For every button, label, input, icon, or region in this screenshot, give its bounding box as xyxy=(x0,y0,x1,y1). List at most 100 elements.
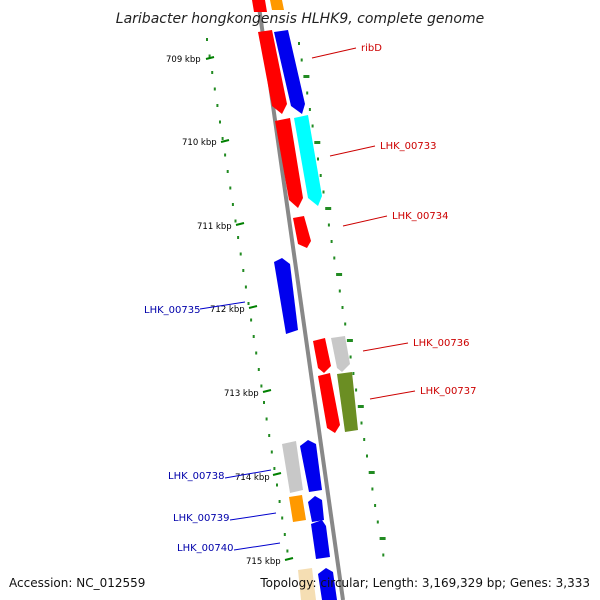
gc-dot xyxy=(226,170,229,173)
gc-dot xyxy=(260,384,263,388)
gc-dot xyxy=(255,351,258,355)
gene-label-LHK_00737[interactable]: LHK_00737 xyxy=(420,386,476,397)
leader-line-LHK_00740 xyxy=(233,542,281,551)
gc-dot xyxy=(283,533,286,536)
gene-arrow-bottom-beige[interactable] xyxy=(298,568,316,600)
gene-arrow-LHK_00734[interactable] xyxy=(293,216,311,248)
gc-dot xyxy=(239,252,242,256)
gene-arrow-LHK_00737-red[interactable] xyxy=(318,373,340,433)
tick-mark-711 xyxy=(235,222,245,226)
gc-dot xyxy=(336,273,343,276)
gene-arrow-LHK_00738-gray[interactable] xyxy=(282,441,303,493)
gc-dot xyxy=(349,355,352,359)
gc-dot xyxy=(346,339,353,342)
gc-dot xyxy=(314,141,321,144)
tick-label-710: 710 kbp xyxy=(182,138,217,148)
gc-dot xyxy=(352,372,355,375)
leader-line-LHK_00738 xyxy=(224,469,272,479)
gc-dot xyxy=(213,87,216,91)
gc-dot xyxy=(234,219,237,223)
gene-labels: ribD LHK_00733 LHK_00734 LHK_00735 LHK_0… xyxy=(144,43,476,554)
gc-dot xyxy=(242,269,245,272)
gene-arrow-ribD-blue[interactable] xyxy=(274,30,305,114)
position-ticks: 709 kbp 710 kbp 711 kbp 712 kbp 713 kbp … xyxy=(166,55,294,567)
gene-arrow-LHK_00739-orange[interactable] xyxy=(289,495,306,522)
tick-mark-712 xyxy=(248,305,258,309)
gene-arrow-ribD-red[interactable] xyxy=(258,30,287,114)
gene-label-LHK_00733[interactable]: LHK_00733 xyxy=(380,141,436,152)
gene-arrow-LHK_00736-gray[interactable] xyxy=(331,336,350,372)
gene-arrow-LHK_00733-cyan[interactable] xyxy=(294,115,322,206)
map-title: Laribacter hongkongensis HLHK9, complete… xyxy=(116,11,484,27)
gene-arrow-LHK_00735[interactable] xyxy=(274,258,298,334)
gc-dot xyxy=(330,240,333,243)
gene-label-LHK_00739[interactable]: LHK_00739 xyxy=(173,513,229,524)
gene-arrow-LHK_00736-red[interactable] xyxy=(313,338,331,373)
leader-line-LHK_00733 xyxy=(329,145,376,157)
gc-dot xyxy=(257,368,260,371)
gene-label-LHK_00740[interactable]: LHK_00740 xyxy=(177,543,233,554)
leader-line-ribD xyxy=(311,47,357,59)
tick-label-711: 711 kbp xyxy=(197,222,232,232)
gc-dot xyxy=(366,454,368,458)
gc-dot xyxy=(281,516,284,520)
gc-dot xyxy=(244,285,247,289)
gc-dot xyxy=(224,153,227,157)
gc-dot xyxy=(250,318,253,322)
gc-dot xyxy=(374,504,377,507)
gc-dot xyxy=(273,467,276,470)
gc-dot xyxy=(379,537,386,540)
gc-dot xyxy=(247,302,250,305)
gene-label-ribD[interactable]: ribD xyxy=(361,43,382,54)
topology-text: Topology: circular; Length: 3,169,329 bp… xyxy=(259,576,590,590)
gc-dot xyxy=(286,549,289,553)
gene-label-LHK_00735[interactable]: LHK_00735 xyxy=(144,305,200,316)
gene-arrow-bottom-blue[interactable] xyxy=(318,568,337,600)
gene-features xyxy=(252,0,358,600)
gc-dot xyxy=(363,438,366,441)
gene-arrow-LHK_00737-olive[interactable] xyxy=(337,372,358,432)
gene-label-LHK_00734[interactable]: LHK_00734 xyxy=(392,211,448,222)
tick-mark-715 xyxy=(284,557,294,561)
tick-mark-710 xyxy=(220,139,230,143)
gene-arrow-LHK_00738-blue[interactable] xyxy=(300,440,322,492)
gc-dot xyxy=(270,450,273,454)
gc-dot xyxy=(252,335,255,338)
gene-arrow-LHK_00739-blue[interactable] xyxy=(308,496,324,522)
gc-dot xyxy=(317,157,319,161)
gc-dot xyxy=(229,186,232,190)
gc-dot xyxy=(237,236,240,239)
gc-dot xyxy=(322,190,325,194)
gc-dot xyxy=(382,553,385,557)
gene-arrow-LHK_00733-red[interactable] xyxy=(275,118,303,208)
gene-label-LHK_00738[interactable]: LHK_00738 xyxy=(168,471,224,482)
gc-dot xyxy=(208,54,211,58)
gene-arrow-top-red[interactable] xyxy=(252,0,267,12)
gene-arrow-LHK_00740[interactable] xyxy=(311,520,330,559)
tick-label-713: 713 kbp xyxy=(224,389,259,399)
gc-dot xyxy=(221,137,224,140)
tick-label-715: 715 kbp xyxy=(246,557,281,567)
gc-dot xyxy=(300,58,303,62)
gc-dot xyxy=(278,500,281,503)
gc-dot xyxy=(338,289,341,293)
gc-dot xyxy=(306,91,309,95)
leader-line-LHK_00737 xyxy=(369,390,416,400)
gc-dot xyxy=(360,421,363,425)
gene-arrow-top-orange[interactable] xyxy=(270,0,284,10)
gc-dot xyxy=(368,471,375,474)
gc-dot xyxy=(219,120,221,124)
gc-dot xyxy=(355,388,358,392)
gc-dot xyxy=(344,322,347,326)
gc-dot xyxy=(276,483,278,487)
gc-dot xyxy=(216,104,219,107)
gc-dot xyxy=(303,75,310,78)
tick-mark-714 xyxy=(272,472,282,476)
gene-label-LHK_00736[interactable]: LHK_00736 xyxy=(413,338,469,349)
leader-line-LHK_00735 xyxy=(199,301,246,310)
gc-dot xyxy=(341,306,344,309)
gc-dot xyxy=(376,520,379,524)
gc-dot xyxy=(311,124,314,128)
